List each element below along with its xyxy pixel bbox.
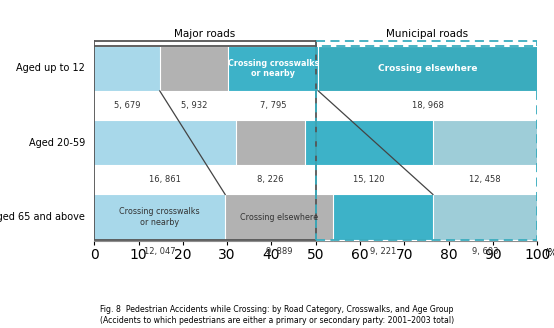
- Text: Crossing elsewhere: Crossing elsewhere: [240, 213, 318, 222]
- Text: 7, 795: 7, 795: [260, 101, 286, 110]
- Text: 16, 861: 16, 861: [149, 175, 181, 184]
- Text: 9, 603: 9, 603: [472, 247, 499, 256]
- Text: Major roads: Major roads: [175, 29, 235, 39]
- Bar: [316, 46, 537, 240]
- Bar: [94, 120, 236, 165]
- Text: 15, 120: 15, 120: [353, 175, 384, 184]
- Text: Crossing elsewhere: Crossing elsewhere: [378, 64, 478, 73]
- Text: 5, 932: 5, 932: [181, 101, 207, 110]
- Text: 12, 458: 12, 458: [469, 175, 501, 184]
- Text: Crossing crosswalks
or nearby: Crossing crosswalks or nearby: [228, 59, 319, 78]
- Text: (%): (%): [544, 248, 554, 258]
- Bar: [433, 195, 537, 240]
- Bar: [160, 46, 228, 91]
- Bar: [305, 120, 433, 165]
- Bar: [333, 195, 433, 240]
- Text: 9, 221: 9, 221: [370, 247, 396, 256]
- Bar: [94, 195, 225, 240]
- Text: Aged up to 12: Aged up to 12: [17, 63, 85, 73]
- Text: 12, 047: 12, 047: [144, 247, 176, 256]
- Bar: [94, 46, 316, 240]
- Text: 5, 679: 5, 679: [114, 101, 140, 110]
- Text: Aged 65 and above: Aged 65 and above: [0, 212, 85, 222]
- Bar: [319, 46, 537, 91]
- Text: Crossing crosswalks
or nearby: Crossing crosswalks or nearby: [119, 207, 200, 227]
- Text: 18, 968: 18, 968: [412, 101, 444, 110]
- Text: Municipal roads: Municipal roads: [386, 29, 468, 39]
- Text: 9, 889: 9, 889: [266, 247, 292, 256]
- Bar: [228, 46, 319, 91]
- Bar: [94, 46, 160, 91]
- Bar: [225, 195, 333, 240]
- Text: Fig. 8  Pedestrian Accidents while Crossing: by Road Category, Crosswalks, and A: Fig. 8 Pedestrian Accidents while Crossi…: [100, 305, 454, 325]
- Bar: [433, 120, 537, 165]
- Text: Aged 20-59: Aged 20-59: [29, 138, 85, 148]
- Bar: [236, 120, 305, 165]
- Text: 8, 226: 8, 226: [258, 175, 284, 184]
